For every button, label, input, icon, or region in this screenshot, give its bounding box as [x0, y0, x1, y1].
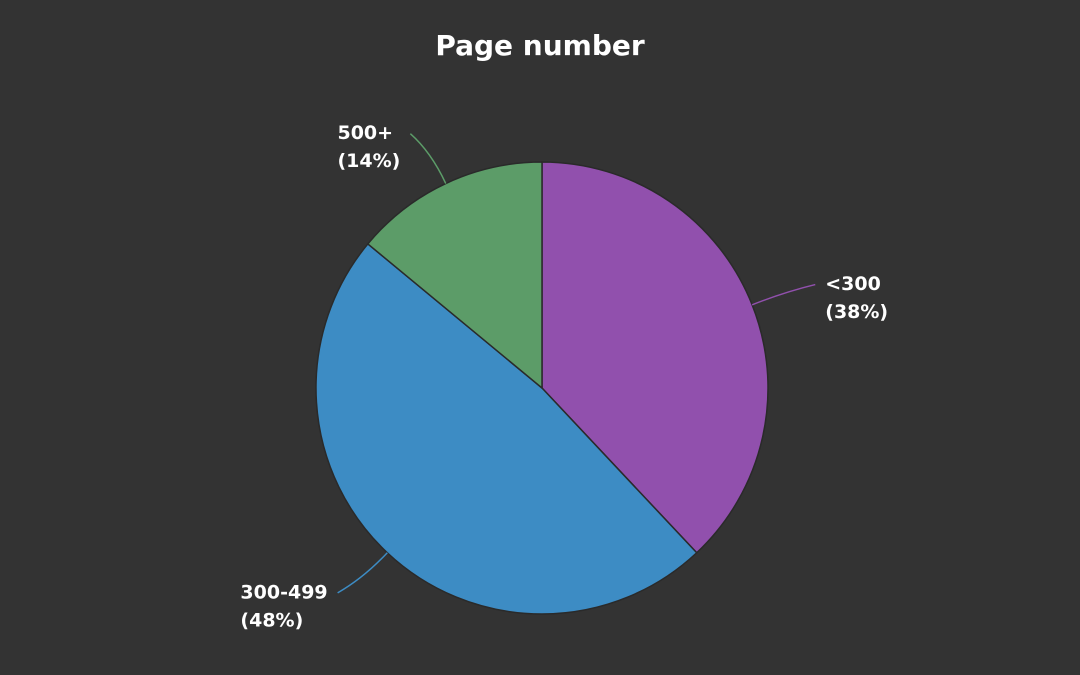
slice-label: <300 — [825, 273, 881, 295]
slice-value-label: (14%) — [337, 150, 400, 172]
pie-slice — [315, 242, 698, 615]
slice-label: 300-499 — [240, 581, 327, 603]
leader-line — [409, 133, 447, 184]
leader-line — [751, 283, 816, 306]
chart-title: Page number — [435, 29, 645, 62]
leader-line — [337, 552, 388, 594]
slice-value-label: (38%) — [825, 301, 888, 323]
slice-label: 500+ — [337, 122, 393, 144]
slice-value-label: (48%) — [240, 609, 303, 631]
